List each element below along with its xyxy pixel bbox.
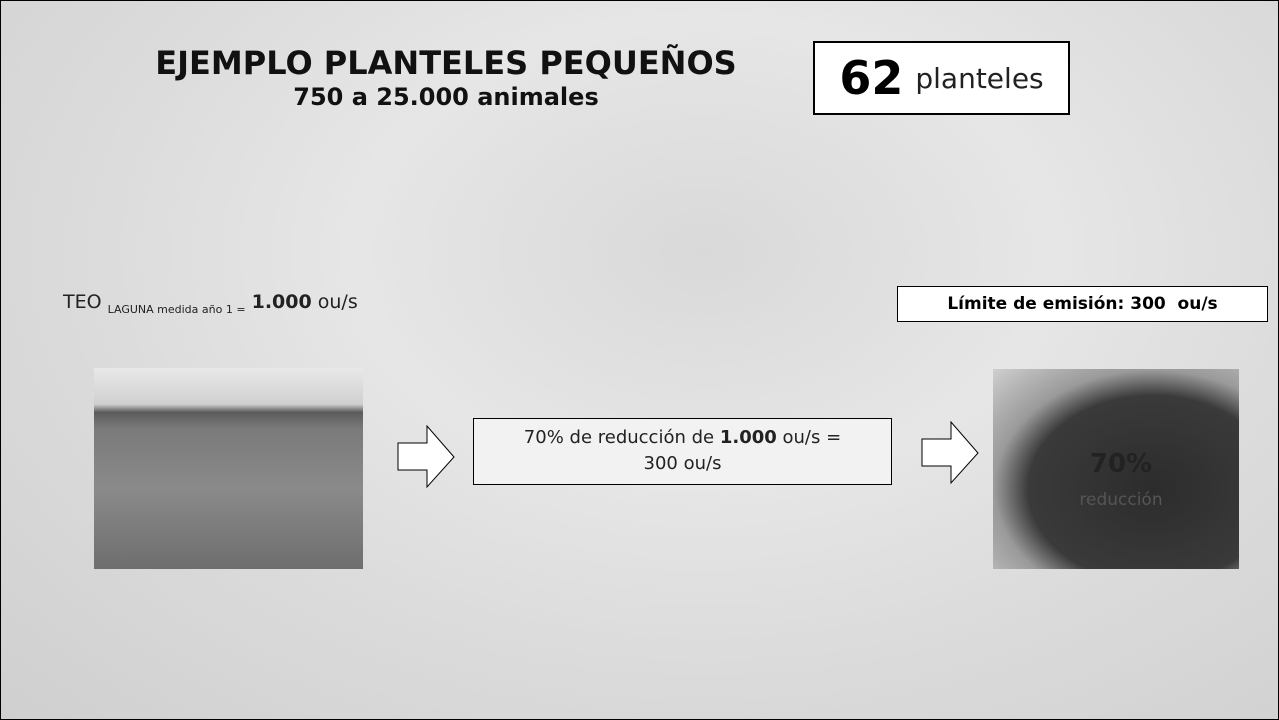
subtitle: 750 a 25.000 animales [61,83,831,111]
reduction-box: 70% de reducción de 1.000 ou/s = 300 ou/… [473,418,892,485]
count-number: 62 [839,51,903,105]
title: EJEMPLO PLANTELES PEQUEÑOS [61,45,831,81]
percent: 70% [1061,449,1181,479]
teo-subscript: LAGUNA medida año 1 = [108,303,246,316]
lagoon-photo [94,368,363,569]
percent-label: reducción [1071,489,1171,511]
teo-unit: ou/s [318,291,358,313]
arrow [397,425,457,489]
reduction-result: 300 ou/s [644,453,722,474]
arrow [921,421,981,485]
teo-line: TEO LAGUNA medida año 1 = 1.000 ou/s [63,291,358,316]
slide: EJEMPLO PLANTELES PEQUEÑOS 750 a 25.000 … [0,0,1279,720]
count-box: 62 planteles [813,41,1070,115]
reduction-value: 1.000 [720,427,777,448]
reduction-before: 70% de reducción de [524,427,714,448]
limit-box: Límite de emisión: 300 ou/s [897,286,1268,322]
page: EJEMPLO PLANTELES PEQUEÑOS 750 a 25.000 … [0,0,1279,720]
count-label: planteles [915,62,1043,95]
teo-prefix: TEO [63,291,102,313]
reduction-after: ou/s = [783,427,842,448]
teo-value: 1.000 [252,291,312,313]
